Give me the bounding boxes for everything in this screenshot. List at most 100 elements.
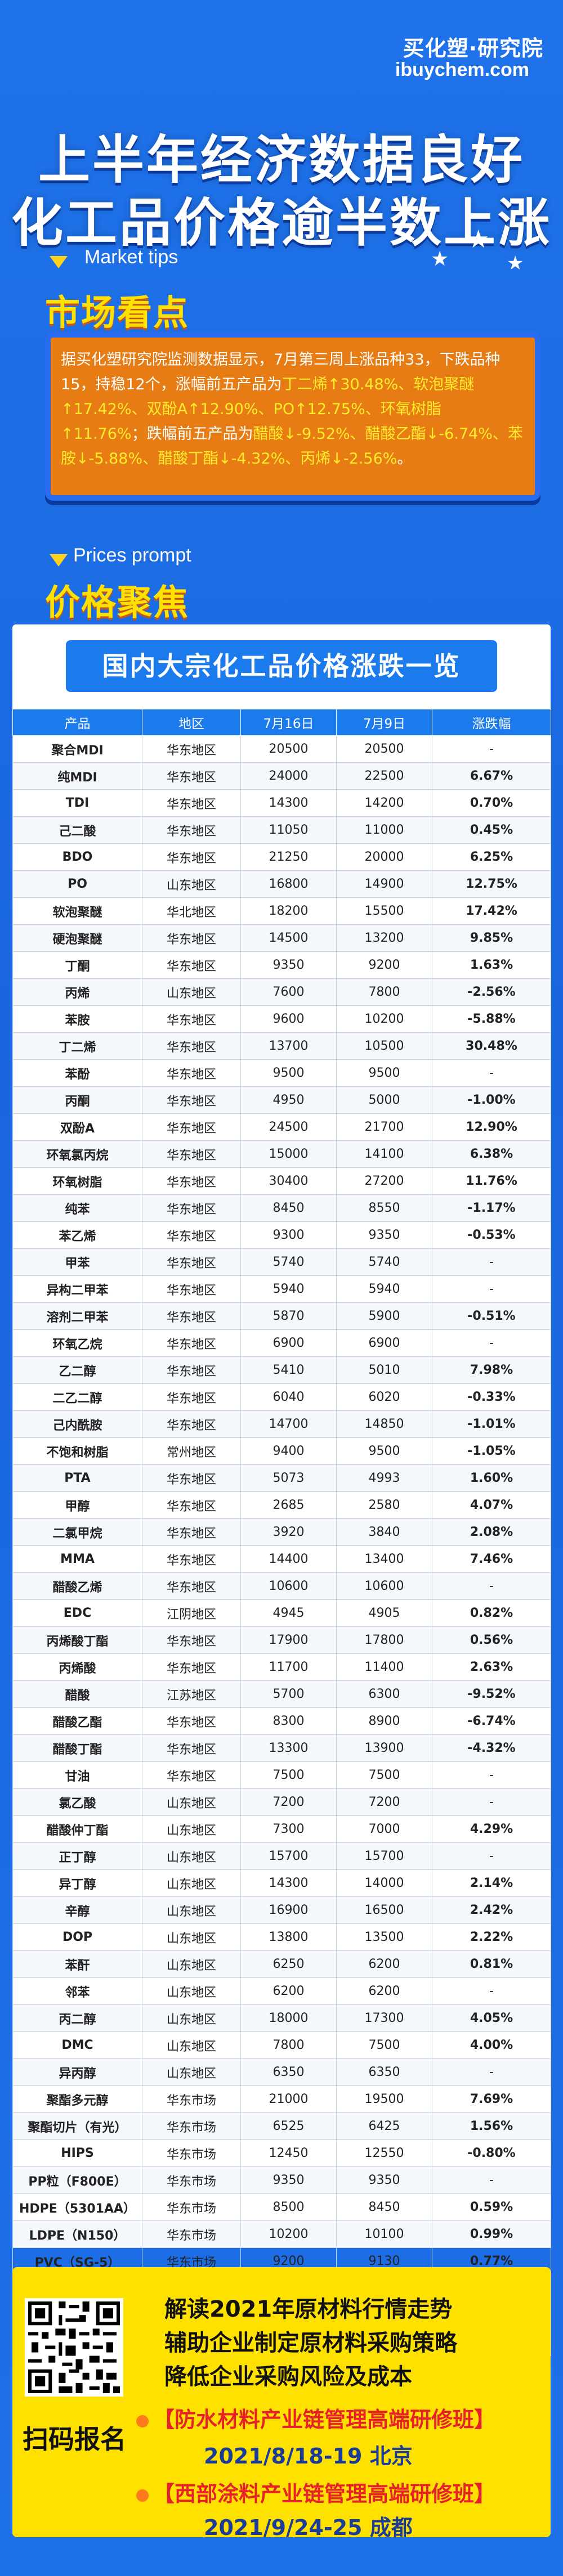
table-row: 丙二醇 山东地区 18000 17300 4.05% [12, 2004, 551, 2032]
table-row: DOP 山东地区 13800 13500 2.22% [12, 1923, 551, 1951]
price-jul16-cell: 8500 [240, 2193, 337, 2221]
table-row: 硬泡聚醚 华东地区 14500 13200 9.85% [12, 924, 551, 952]
price-jul16-cell: 7600 [240, 978, 337, 1006]
product-cell: PO [12, 870, 142, 898]
region-cell: 华东市场 [142, 2085, 241, 2113]
product-cell: HDPE（5301AA） [12, 2193, 142, 2221]
product-cell: 辛醇 [12, 1896, 142, 1924]
price-jul9-cell: 10200 [336, 1005, 432, 1033]
price-jul16-cell: 12450 [240, 2139, 337, 2167]
qr-label: 扫码报名 [23, 2424, 126, 2454]
product-cell: 异丙醇 [12, 2058, 142, 2086]
table-row: 双酚A 华东地区 24500 21700 12.90% [12, 1113, 551, 1141]
price-jul16-cell: 20500 [240, 735, 337, 763]
price-jul9-cell: 19500 [336, 2085, 432, 2113]
price-jul9-cell: 17300 [336, 2004, 432, 2032]
change-cell: 7.46% [432, 1545, 551, 1573]
region-cell: 华东地区 [142, 1653, 241, 1681]
table-row: 醋酸丁酯 华东地区 13300 13900 -4.32% [12, 1734, 551, 1762]
price-jul9-cell: 10100 [336, 2220, 432, 2248]
table-row: 己内酰胺 华东地区 14700 14850 -1.01% [12, 1410, 551, 1438]
region-cell: 华东地区 [142, 789, 241, 817]
product-cell: 丁二烯 [12, 1032, 142, 1060]
table-row: HIPS 华东市场 12450 12550 -0.80% [12, 2139, 551, 2167]
product-cell: 邻苯 [12, 1977, 142, 2005]
change-cell: -4.32% [432, 1734, 551, 1762]
product-cell: 乙二醇 [12, 1356, 142, 1384]
price-jul16-cell: 16900 [240, 1896, 337, 1924]
price-jul9-cell: 20000 [336, 843, 432, 871]
table-row: 辛醇 山东地区 16900 16500 2.42% [12, 1896, 551, 1924]
course-1-title-text: 【防水材料产业链管理高端研修班】 [153, 2407, 496, 2432]
price-jul9-cell: 6425 [336, 2112, 432, 2140]
change-cell: - [432, 735, 551, 763]
product-cell: PP粒（F800E） [12, 2166, 142, 2194]
price-jul9-cell: 7500 [336, 2031, 432, 2059]
table-row: 苯乙烯 华东地区 9300 9350 -0.53% [12, 1221, 551, 1249]
price-jul16-cell: 15700 [240, 1842, 337, 1870]
change-cell: 12.90% [432, 1113, 551, 1141]
region-cell: 山东地区 [142, 978, 241, 1006]
table-row: 邻苯 山东地区 6200 6200- [12, 1977, 551, 2005]
table-row: EDC 江阴地区 4945 4905 0.82% [12, 1599, 551, 1627]
col-header: 7月16日 [240, 709, 337, 736]
table-row: 醋酸仲丁酯 山东地区 7300 7000 4.29% [12, 1815, 551, 1843]
region-cell: 华东地区 [142, 1248, 241, 1276]
change-cell: - [432, 1059, 551, 1087]
table-row: 环氧树脂 华东地区 30400 27200 11.76% [12, 1167, 551, 1195]
price-jul9-cell: 14100 [336, 1140, 432, 1168]
change-cell: -9.52% [432, 1680, 551, 1708]
change-cell: 2.08% [432, 1518, 551, 1546]
change-cell: 2.63% [432, 1653, 551, 1681]
change-cell: -0.51% [432, 1302, 551, 1330]
change-cell: - [432, 2166, 551, 2194]
product-cell: 氯乙酸 [12, 1788, 142, 1816]
course-2-title: 【西部涂料产业链管理高端研修班】 [136, 2476, 495, 2507]
price-jul16-cell: 5410 [240, 1356, 337, 1384]
table-row: 甲醇 华东地区 2685 2580 4.07% [12, 1491, 551, 1519]
change-cell: 6.67% [432, 762, 551, 790]
price-jul9-cell: 11400 [336, 1653, 432, 1681]
price-jul9-cell: 9200 [336, 951, 432, 979]
triangle-icon [50, 554, 68, 567]
product-cell: 己内酰胺 [12, 1410, 142, 1438]
market-text: 据买化塑研究院监测数据显示，7月第三周上涨品种33，下跌品种15，持稳12个，涨… [61, 348, 527, 471]
product-cell: 己二酸 [12, 816, 142, 844]
product-cell: 丙烯酸丁酯 [12, 1626, 142, 1654]
price-jul16-cell: 14500 [240, 924, 337, 952]
price-jul16-cell: 6200 [240, 1977, 337, 2005]
price-jul9-cell: 6300 [336, 1680, 432, 1708]
price-jul16-cell: 17900 [240, 1626, 337, 1654]
star-icon: ★ [467, 225, 490, 254]
region-cell: 华东地区 [142, 1464, 241, 1492]
table-row: 氯乙酸 山东地区 7200 7200- [12, 1788, 551, 1816]
price-jul16-cell: 21250 [240, 843, 337, 871]
table-row: 丙酮 华东地区 4950 5000 -1.00% [12, 1086, 551, 1114]
table-row: BDO 华东地区 21250 20000 6.25% [12, 843, 551, 871]
price-jul9-cell: 2580 [336, 1491, 432, 1519]
price-jul9-cell: 13200 [336, 924, 432, 952]
product-cell: 醋酸丁酯 [12, 1734, 142, 1762]
price-jul16-cell: 11050 [240, 816, 337, 844]
price-jul16-cell: 13300 [240, 1734, 337, 1762]
market-text-part: 据买化塑研究院监测数据显示，7月第三周上涨品种33，下跌品种15，持稳12个，涨… [61, 351, 501, 393]
col-header: 涨跌幅 [432, 709, 551, 736]
change-cell: 2.14% [432, 1869, 551, 1897]
change-cell: 9.85% [432, 924, 551, 952]
change-cell: - [432, 1788, 551, 1816]
market-box: 据买化塑研究院监测数据显示，7月第三周上涨品种33，下跌品种15，持稳12个，涨… [45, 332, 540, 501]
price-jul9-cell: 11000 [336, 816, 432, 844]
product-cell: 醋酸 [12, 1680, 142, 1708]
promo-banner[interactable]: 扫码报名 解读2021年原材料行情走势 辅助企业制定原材料采购策略 降低企业采购… [12, 2267, 551, 2540]
region-cell: 山东地区 [142, 1923, 241, 1951]
market-text-part: ；跌幅前五产品为 [131, 425, 253, 443]
price-jul16-cell: 5940 [240, 1275, 337, 1303]
change-cell: 0.45% [432, 816, 551, 844]
price-jul9-cell: 6200 [336, 1950, 432, 1978]
qr-code-icon[interactable] [25, 2298, 123, 2397]
table-row: 纯苯 华东地区 8450 8550 -1.17% [12, 1194, 551, 1222]
triangle-icon [50, 256, 68, 268]
region-cell: 华东地区 [142, 1032, 241, 1060]
price-jul9-cell: 14200 [336, 789, 432, 817]
price-table: 产品 地区 7月16日 7月9日 涨跌幅 聚合MDI 华东地区 20500 20500… [12, 709, 551, 2356]
